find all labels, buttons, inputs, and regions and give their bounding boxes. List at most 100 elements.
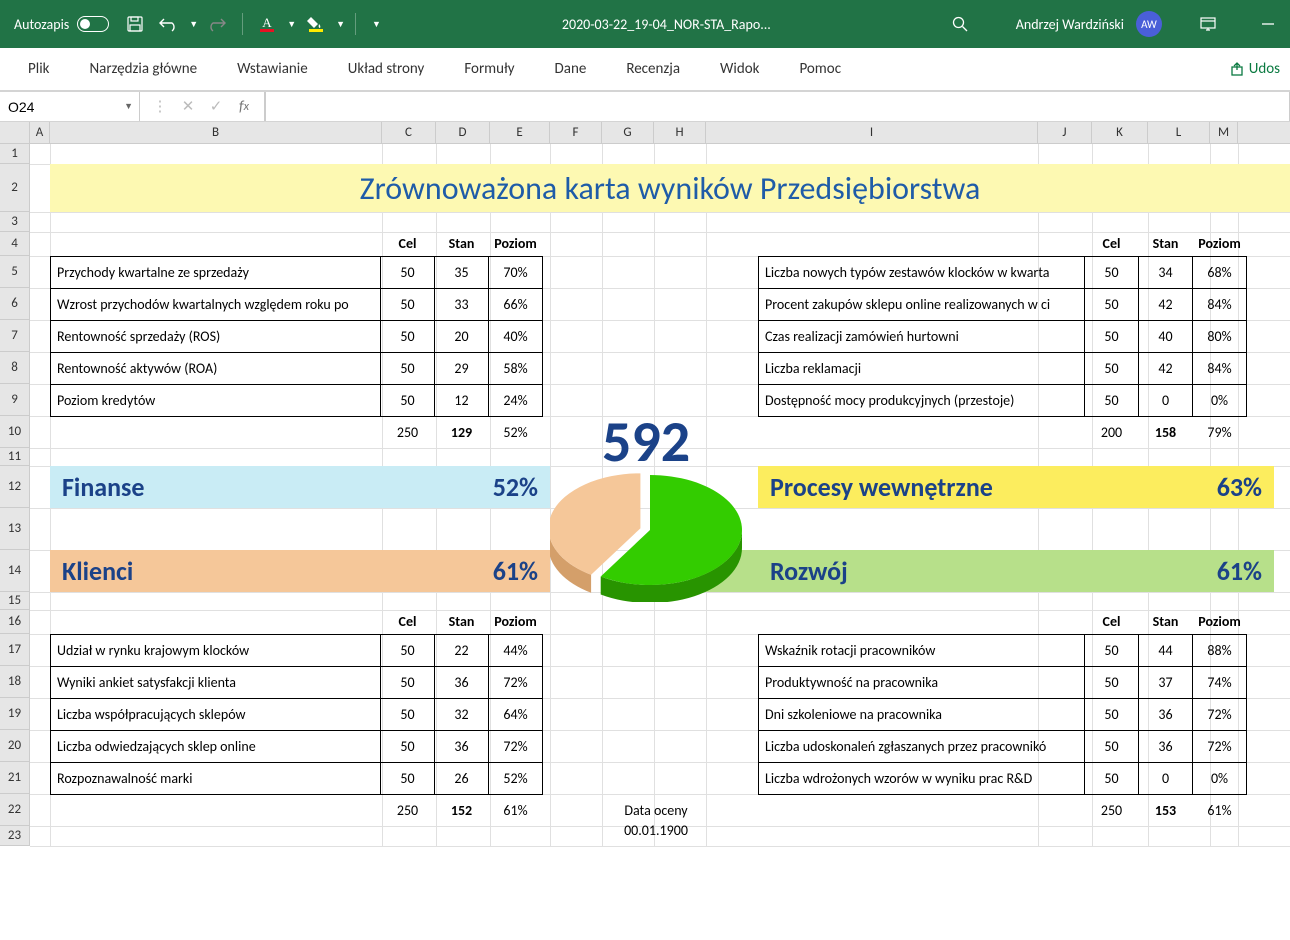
chevron-down-icon: ▼ xyxy=(124,101,133,112)
row-header[interactable]: 11 xyxy=(0,448,30,466)
col-header[interactable]: L xyxy=(1148,122,1210,143)
band-rozwoj: Rozwój 61% xyxy=(690,550,1274,592)
font-color-icon[interactable]: A xyxy=(253,10,281,38)
undo-icon[interactable] xyxy=(155,10,183,38)
row-header[interactable]: 4 xyxy=(0,232,30,256)
row-header[interactable]: 18 xyxy=(0,666,30,698)
tab-home[interactable]: Narzędzia główne xyxy=(71,50,215,88)
date-label: Data oceny xyxy=(606,802,706,819)
metric-stan: 37 xyxy=(1139,666,1193,698)
title-bar: Autozapis ▼ A ▼ ▼ ▼ 2020-03-22_19-04_NOR… xyxy=(0,0,1290,48)
autosave-label: Autozapis xyxy=(14,16,69,33)
row-header[interactable]: 21 xyxy=(0,762,30,794)
row-header[interactable]: 3 xyxy=(0,212,30,232)
select-all-corner[interactable] xyxy=(0,122,30,143)
col-header[interactable]: K xyxy=(1092,122,1148,143)
metric-label: Wyniki ankiet satysfakcji klienta xyxy=(51,666,381,698)
col-header[interactable]: B xyxy=(50,122,382,143)
date-value: 00.01.1900 xyxy=(606,822,706,839)
metric-cel: 50 xyxy=(1085,666,1139,698)
metric-cel: 50 xyxy=(1085,256,1139,288)
row-header[interactable]: 22 xyxy=(0,794,30,826)
redo-icon[interactable] xyxy=(204,10,232,38)
band-finanse-pct: 52% xyxy=(493,471,538,503)
tab-layout[interactable]: Układ strony xyxy=(330,50,443,88)
table-klienci: CelStanPoziomUdział w rynku krajowym klo… xyxy=(50,610,543,826)
col-header[interactable]: D xyxy=(436,122,490,143)
user-avatar[interactable]: AW xyxy=(1136,11,1162,37)
row-header[interactable]: 7 xyxy=(0,320,30,352)
row-header[interactable]: 19 xyxy=(0,698,30,730)
dots-icon[interactable]: ⋮ xyxy=(148,95,172,119)
metric-poziom: 68% xyxy=(1193,256,1247,288)
band-finanse: Finanse 52% xyxy=(50,466,550,508)
fx-icon[interactable]: fx xyxy=(232,95,256,119)
metric-label: Wskaźnik rotacji pracowników xyxy=(759,634,1085,666)
row-header[interactable]: 16 xyxy=(0,610,30,634)
tab-file[interactable]: Plik xyxy=(10,50,67,88)
metric-stan: 33 xyxy=(435,288,489,320)
metric-poziom: 84% xyxy=(1193,288,1247,320)
metric-label: Procent zakupów sklepu online realizowan… xyxy=(759,288,1085,320)
tab-review[interactable]: Recenzja xyxy=(608,50,698,88)
tab-formulas[interactable]: Formuły xyxy=(446,50,532,88)
band-procesy-title: Procesy wewnętrzne xyxy=(770,471,993,503)
row-header[interactable]: 12 xyxy=(0,466,30,508)
cancel-icon[interactable]: ✕ xyxy=(176,95,200,119)
fill-color-icon[interactable] xyxy=(302,10,330,38)
metric-cel: 50 xyxy=(1085,698,1139,730)
col-header[interactable]: C xyxy=(382,122,436,143)
metric-label: Liczba nowych typów zestawów klocków w k… xyxy=(759,256,1085,288)
row-header[interactable]: 8 xyxy=(0,352,30,384)
name-box[interactable]: ▼ xyxy=(0,92,140,121)
row-header[interactable]: 6 xyxy=(0,288,30,320)
row-header[interactable]: 20 xyxy=(0,730,30,762)
col-header[interactable]: E xyxy=(490,122,550,143)
tab-view[interactable]: Widok xyxy=(702,50,777,88)
col-header[interactable]: G xyxy=(602,122,654,143)
formula-input[interactable] xyxy=(265,92,1290,121)
col-header[interactable]: F xyxy=(550,122,602,143)
metric-label: Udział w rynku krajowym klocków xyxy=(51,634,381,666)
row-header[interactable]: 5 xyxy=(0,256,30,288)
tab-data[interactable]: Dane xyxy=(537,50,605,88)
row-header[interactable]: 17 xyxy=(0,634,30,666)
search-icon[interactable] xyxy=(946,10,974,38)
row-header[interactable]: 1 xyxy=(0,144,30,164)
row-headers: 1234567891011121314151617181920212223 xyxy=(0,144,30,846)
tab-insert[interactable]: Wstawianie xyxy=(219,50,326,88)
row-header[interactable]: 9 xyxy=(0,384,30,416)
row-header[interactable]: 15 xyxy=(0,592,30,610)
metric-poziom: 44% xyxy=(489,634,543,666)
col-header[interactable]: M xyxy=(1210,122,1238,143)
ribbon-display-icon[interactable] xyxy=(1194,10,1222,38)
autosave-toggle[interactable]: Autozapis xyxy=(8,16,115,33)
metric-stan: 36 xyxy=(1139,730,1193,762)
col-header[interactable]: J xyxy=(1038,122,1092,143)
row-header[interactable]: 14 xyxy=(0,550,30,592)
metric-cel: 50 xyxy=(381,666,435,698)
save-icon[interactable] xyxy=(121,10,149,38)
document-title: 2020-03-22_19-04_NOR-STA_Rapo... xyxy=(393,16,940,33)
col-header[interactable]: I xyxy=(706,122,1038,143)
share-button[interactable]: Udos xyxy=(1231,60,1280,78)
cell-reference-input[interactable] xyxy=(8,99,131,115)
minimize-icon[interactable] xyxy=(1254,10,1282,38)
metric-cel: 50 xyxy=(381,698,435,730)
table-procesy: CelStanPoziomLiczba nowych typów zestawó… xyxy=(758,232,1247,448)
user-name: Andrzej Wardziński xyxy=(1016,16,1124,33)
metric-stan: 36 xyxy=(1139,698,1193,730)
col-header[interactable]: A xyxy=(30,122,50,143)
metric-label: Liczba współpracujących sklepów xyxy=(51,698,381,730)
metric-poziom: 80% xyxy=(1193,320,1247,352)
metric-stan: 40 xyxy=(1139,320,1193,352)
row-header[interactable]: 2 xyxy=(0,164,30,212)
row-header[interactable]: 23 xyxy=(0,826,30,846)
row-header[interactable]: 13 xyxy=(0,508,30,550)
col-header[interactable]: H xyxy=(654,122,706,143)
row-header[interactable]: 10 xyxy=(0,416,30,448)
tab-help[interactable]: Pomoc xyxy=(781,50,859,88)
main-title: Zrównoważona karta wyników Przedsiębiors… xyxy=(360,169,981,208)
spreadsheet: ABCDEFGHIJKLM 12345678910111213141516171… xyxy=(0,122,1290,940)
confirm-icon[interactable]: ✓ xyxy=(204,95,228,119)
